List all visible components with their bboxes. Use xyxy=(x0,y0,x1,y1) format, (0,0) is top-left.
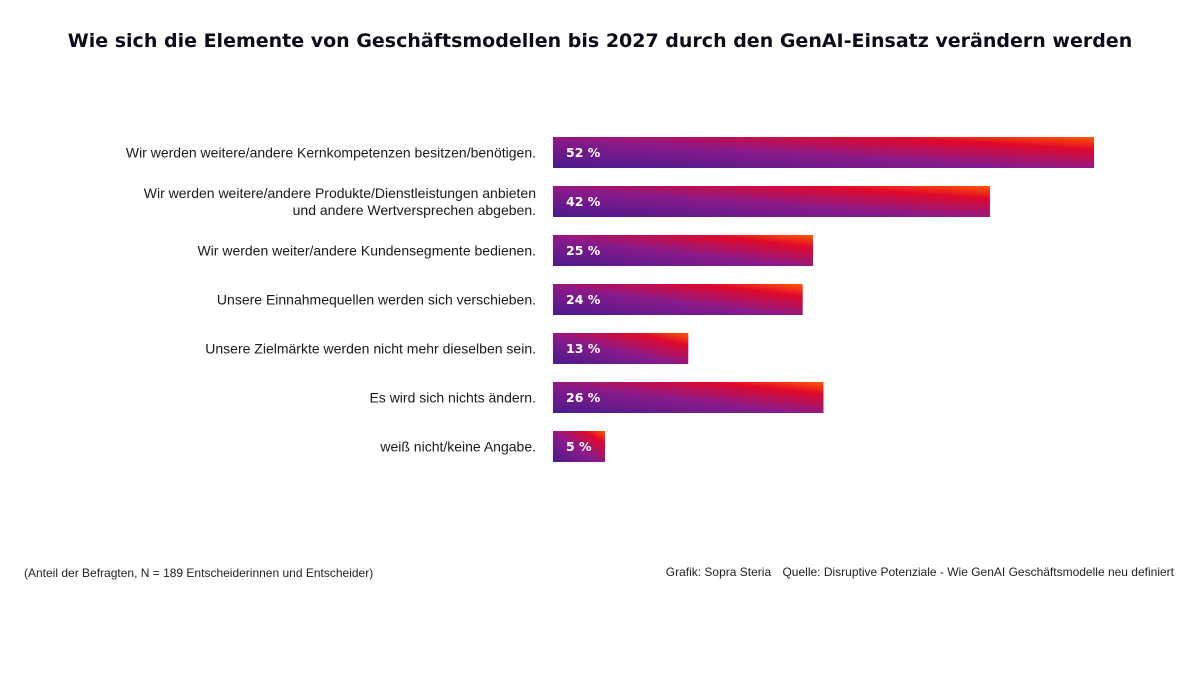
category-label: Es wird sich nichts ändern. xyxy=(369,390,536,406)
source-credit: Quelle: Disruptive Potenziale - Wie GenA… xyxy=(782,565,1174,579)
category-label: Wir werden weitere/andere Kernkompetenze… xyxy=(126,145,536,161)
bar-5 xyxy=(553,333,689,364)
category-label: Unsere Zielmärkte werden nicht mehr dies… xyxy=(205,341,536,357)
bar-value-label: 24 % xyxy=(566,292,601,307)
bar-value-label: 52 % xyxy=(566,145,601,160)
chart-title: Wie sich die Elemente von Geschäftsmodel… xyxy=(67,30,1133,52)
category-label: Wir werden weitere/andere Produkte/Diens… xyxy=(144,185,536,201)
footnote: (Anteil der Befragten, N = 189 Entscheid… xyxy=(24,566,374,580)
category-label: und andere Wertversprechen abgeben. xyxy=(293,202,536,218)
bar-3 xyxy=(553,235,814,266)
category-label: Wir werden weiter/andere Kundensegmente … xyxy=(197,243,536,259)
bar-value-label: 26 % xyxy=(566,390,601,405)
graphic-credit: Grafik: Sopra Steria xyxy=(665,565,772,579)
bar-7 xyxy=(553,431,606,462)
bar-value-label: 25 % xyxy=(566,243,601,258)
category-label: Unsere Einnahmequellen werden sich versc… xyxy=(217,292,536,308)
bar-value-label: 42 % xyxy=(566,194,601,209)
category-label: weiß nicht/keine Angabe. xyxy=(379,439,536,455)
bars-group: 52 % Wir werden weitere/andere Kernkompet… xyxy=(126,137,1094,462)
bar-1 xyxy=(553,137,1094,168)
bar-4 xyxy=(553,284,803,315)
bar-6 xyxy=(553,382,824,413)
bar-value-label: 13 % xyxy=(566,341,601,356)
bar-value-label: 5 % xyxy=(566,439,592,454)
bar-2 xyxy=(553,186,990,217)
credit-line: Grafik: Sopra Steria Quelle: Disruptive … xyxy=(658,565,1174,579)
